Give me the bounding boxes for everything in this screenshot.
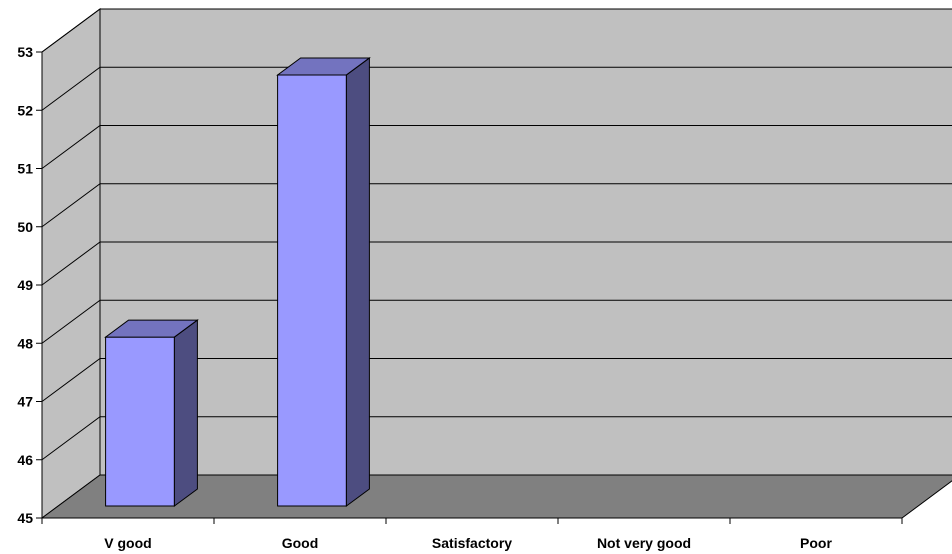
y-tick-label: 51 <box>17 161 33 177</box>
axes <box>36 51 903 524</box>
y-tick-label: 45 <box>17 510 33 526</box>
bar-side <box>173 319 198 507</box>
gridline <box>41 241 952 286</box>
gridline <box>41 125 952 169</box>
y-tick-label: 46 <box>17 452 33 468</box>
bars <box>104 56 371 507</box>
bar-top <box>104 319 199 338</box>
y-tick-label: 49 <box>17 277 33 293</box>
y-tick-label: 53 <box>17 44 33 60</box>
gridline <box>41 8 952 53</box>
x-axis-tick-labels: V good Good Satisfactory Not very good Poor <box>104 535 832 551</box>
gridline <box>41 183 952 228</box>
bar-1 <box>104 319 199 507</box>
gridline <box>41 66 952 111</box>
y-axis-tick-labels: 45 46 47 48 49 50 51 52 53 <box>17 44 33 526</box>
bar-side <box>345 56 370 507</box>
y-tick-label: 50 <box>17 219 33 235</box>
x-tick-label: Not very good <box>597 535 691 551</box>
gridline <box>41 358 952 402</box>
x-tick-label: V good <box>104 535 151 551</box>
bar-front <box>105 336 175 507</box>
gridlines <box>41 8 952 461</box>
bar-2 <box>276 56 371 507</box>
bar-top <box>276 57 371 76</box>
gridline <box>41 299 952 344</box>
gridline <box>41 416 952 461</box>
x-tick-label: Poor <box>800 535 832 551</box>
y-tick-label: 48 <box>17 335 33 351</box>
x-tick-label: Satisfactory <box>432 535 512 551</box>
y-tick-label: 52 <box>17 102 33 118</box>
x-tick-label: Good <box>282 535 319 551</box>
y-tick-label: 47 <box>17 394 33 410</box>
bar-front <box>277 74 347 507</box>
